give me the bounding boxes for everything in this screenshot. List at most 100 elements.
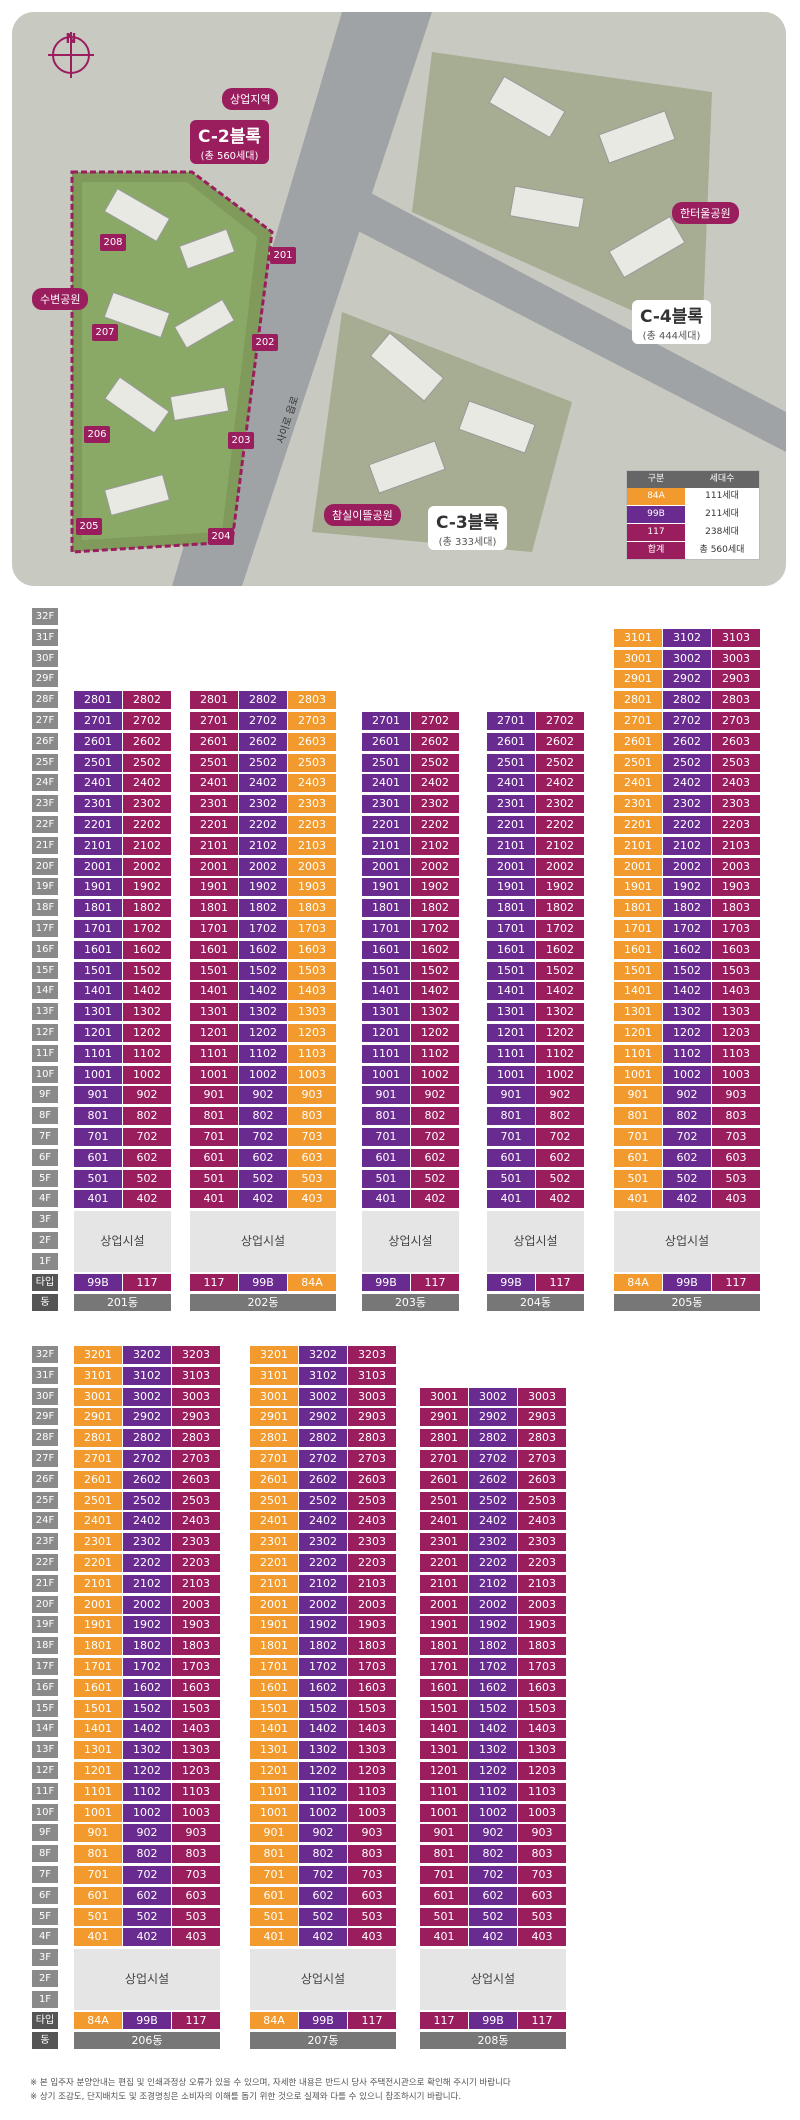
- legend-header-type: 구분: [627, 471, 685, 488]
- unit-cell: 1502: [123, 961, 171, 980]
- unit-cell: 701: [614, 1128, 662, 1146]
- unit-cell: 1001: [420, 1803, 468, 1822]
- unit-cell: 1501: [74, 1699, 122, 1718]
- unit-cell: 2702: [469, 1450, 517, 1468]
- unit-cell: 802: [663, 1107, 711, 1126]
- unit-cell: 2302: [536, 795, 584, 814]
- unit-cell: 3002: [469, 1387, 517, 1406]
- unit-cell: 603: [172, 1886, 220, 1905]
- unit-cell: 2901: [250, 1408, 298, 1427]
- unit-cell: 2602: [411, 732, 459, 751]
- unit-cell: 703: [348, 1866, 396, 1884]
- unit-cell: 2802: [663, 691, 711, 710]
- unit-cell: 1601: [420, 1678, 468, 1697]
- unit-cell: 1201: [74, 1762, 122, 1780]
- unit-cell: 1601: [362, 940, 410, 959]
- unit-cell: 2202: [469, 1554, 517, 1572]
- unit-type-cell: 117: [420, 2011, 468, 2029]
- unit-cell: 401: [250, 1928, 298, 1947]
- unit-type-cell: 84A: [250, 2011, 298, 2029]
- floor-label: 9F: [32, 1086, 58, 1104]
- unit-cell: 801: [190, 1107, 238, 1126]
- unit-cell: 2801: [74, 691, 122, 710]
- unit-cell: 3202: [123, 1346, 171, 1364]
- dong-row-label: 동: [32, 2032, 58, 2050]
- unit-cell: 2402: [123, 1512, 171, 1531]
- unit-cell: 501: [487, 1169, 535, 1188]
- unit-cell: 1302: [299, 1741, 347, 1760]
- unit-cell: 701: [74, 1866, 122, 1884]
- unit-cell: 1701: [74, 1658, 122, 1676]
- unit-cell: 2301: [74, 1533, 122, 1552]
- unit-cell: 902: [469, 1824, 517, 1843]
- unit-type-cell: 117: [190, 1273, 238, 1291]
- unit-cell: 2302: [123, 1533, 171, 1552]
- unit-cell: 703: [288, 1128, 336, 1146]
- unit-cell: 1501: [74, 961, 122, 980]
- unit-cell: 2001: [420, 1595, 468, 1614]
- unit-cell: 1301: [362, 1003, 410, 1022]
- floor-label: 18F: [32, 899, 58, 917]
- legend-header: 구분 세대수: [627, 471, 759, 488]
- floor-label: 20F: [32, 1595, 58, 1613]
- floor-label: 15F: [32, 961, 58, 979]
- legend-type: 84A: [627, 488, 685, 505]
- unit-cell: 803: [712, 1107, 760, 1126]
- floor-label: 6F: [32, 1886, 58, 1904]
- floor-label: 24F: [32, 1512, 58, 1530]
- unit-cell: 1001: [487, 1065, 535, 1084]
- unit-cell: 2702: [299, 1450, 347, 1468]
- unit-cell: 3102: [663, 628, 711, 647]
- unit-cell: 1401: [420, 1720, 468, 1739]
- unit-cell: 503: [518, 1907, 566, 1926]
- unit-cell: 2901: [74, 1408, 122, 1427]
- unit-cell: 2703: [348, 1450, 396, 1468]
- unit-cell: 1101: [362, 1044, 410, 1063]
- unit-cell: 801: [250, 1845, 298, 1864]
- unit-cell: 1601: [74, 940, 122, 959]
- unit-cell: 2401: [74, 774, 122, 793]
- unit-cell: 1501: [362, 961, 410, 980]
- unit-cell: 1103: [518, 1782, 566, 1801]
- floor-label: 1F: [32, 1990, 58, 2008]
- unit-cell: 801: [614, 1107, 662, 1126]
- unit-cell: 502: [299, 1907, 347, 1926]
- unit-cell: 2202: [123, 1554, 171, 1572]
- unit-cell: 1701: [250, 1658, 298, 1676]
- unit-cell: 1801: [420, 1637, 468, 1656]
- unit-cell: 1802: [123, 1637, 171, 1656]
- unit-cell: 2701: [420, 1450, 468, 1468]
- unit-cell: 1003: [172, 1803, 220, 1822]
- unit-type-cell: 84A: [614, 1273, 662, 1291]
- unit-cell: 2301: [190, 795, 238, 814]
- unit-cell: 2101: [487, 836, 535, 855]
- unit-cell: 1803: [712, 899, 760, 918]
- unit-cell: 1003: [712, 1065, 760, 1084]
- unit-cell: 1102: [411, 1044, 459, 1063]
- unit-cell: 2603: [172, 1470, 220, 1489]
- unit-cell: 2003: [712, 857, 760, 876]
- unit-cell: 1103: [348, 1782, 396, 1801]
- unit-type-cell: 99B: [469, 2011, 517, 2029]
- unit-cell: 2602: [469, 1470, 517, 1489]
- unit-cell: 1001: [190, 1065, 238, 1084]
- unit-cell: 502: [123, 1169, 171, 1188]
- unit-cell: 702: [411, 1128, 459, 1146]
- unit-cell: 1102: [663, 1044, 711, 1063]
- floor-label: 22F: [32, 816, 58, 833]
- map-background: [12, 12, 786, 586]
- unit-cell: 702: [123, 1128, 171, 1146]
- unit-cell: 1902: [411, 878, 459, 897]
- commercial-facility: 상업시설: [74, 1949, 220, 2010]
- floor-label: 30F: [32, 649, 58, 667]
- unit-cell: 2501: [190, 753, 238, 772]
- unit-cell: 3101: [74, 1366, 122, 1385]
- block-c4-title: C-4블록: [640, 307, 704, 327]
- unit-cell: 902: [299, 1824, 347, 1843]
- unit-type-cell: 117: [123, 1273, 171, 1291]
- unit-cell: 501: [614, 1169, 662, 1188]
- unit-cell: 802: [411, 1107, 459, 1126]
- unit-cell: 3003: [712, 649, 760, 668]
- unit-cell: 502: [123, 1907, 171, 1926]
- unit-cell: 1801: [250, 1637, 298, 1656]
